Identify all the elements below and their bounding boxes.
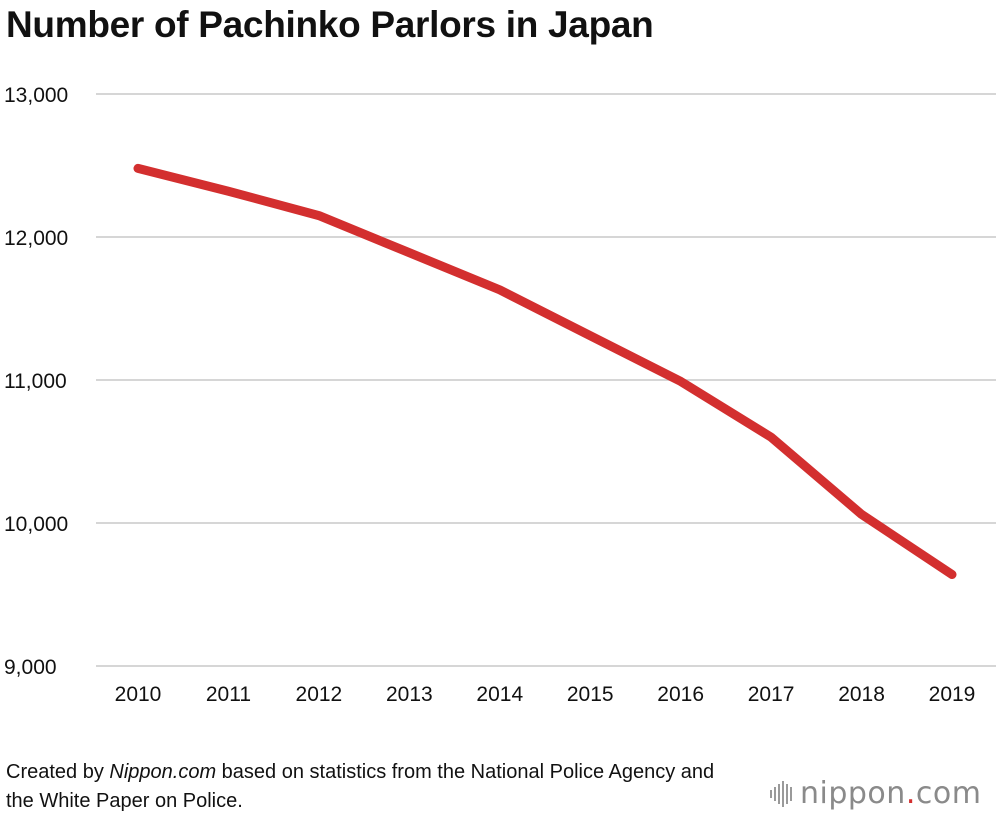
x-tick-label: 2018 (838, 683, 885, 706)
x-tick-label: 2010 (115, 683, 162, 706)
footnote-prefix: Created by (6, 761, 110, 783)
x-tick-label: 2016 (657, 683, 704, 706)
series-layer (133, 163, 957, 579)
series-line-0 (133, 163, 957, 579)
x-tick-label: 2012 (296, 683, 343, 706)
x-tick-label: 2011 (206, 683, 251, 706)
x-tick-label: 2015 (567, 683, 614, 706)
logo-name: nippon (800, 776, 906, 811)
chart-title: Number of Pachinko Parlors in Japan (6, 4, 654, 45)
x-tick-label: 2017 (748, 683, 795, 706)
y-tick-label: 12,000 (4, 227, 68, 250)
x-tick-label: 2013 (386, 683, 433, 706)
y-tick-label: 9,000 (4, 656, 57, 679)
logo-wordmark: nippon.com (800, 776, 981, 811)
footnote-source: Nippon.com (109, 761, 217, 783)
y-tick-label: 11,000 (4, 370, 67, 393)
x-tick-label: 2019 (929, 683, 976, 706)
logo-bars-icon (770, 780, 792, 807)
footnote-suffix: based on statistics from the National Po… (6, 761, 715, 812)
source-footnote: Created by Nippon.com based on statistic… (6, 758, 726, 816)
y-tick-label: 13,000 (4, 84, 68, 107)
y-axis-ticks: 9,000 10,000 11,000 12,000 13,000 (4, 84, 68, 679)
x-axis-ticks: 2010 2011 2012 2013 2014 2015 2016 2017 2018 2019 (115, 683, 976, 706)
x-tick-label: 2014 (476, 683, 523, 706)
gridlines (96, 93, 996, 667)
logo-tld: com (915, 776, 982, 811)
nippon-logo: nippon.com (770, 776, 981, 811)
logo-dot: . (905, 776, 916, 811)
y-tick-label: 10,000 (4, 513, 68, 536)
